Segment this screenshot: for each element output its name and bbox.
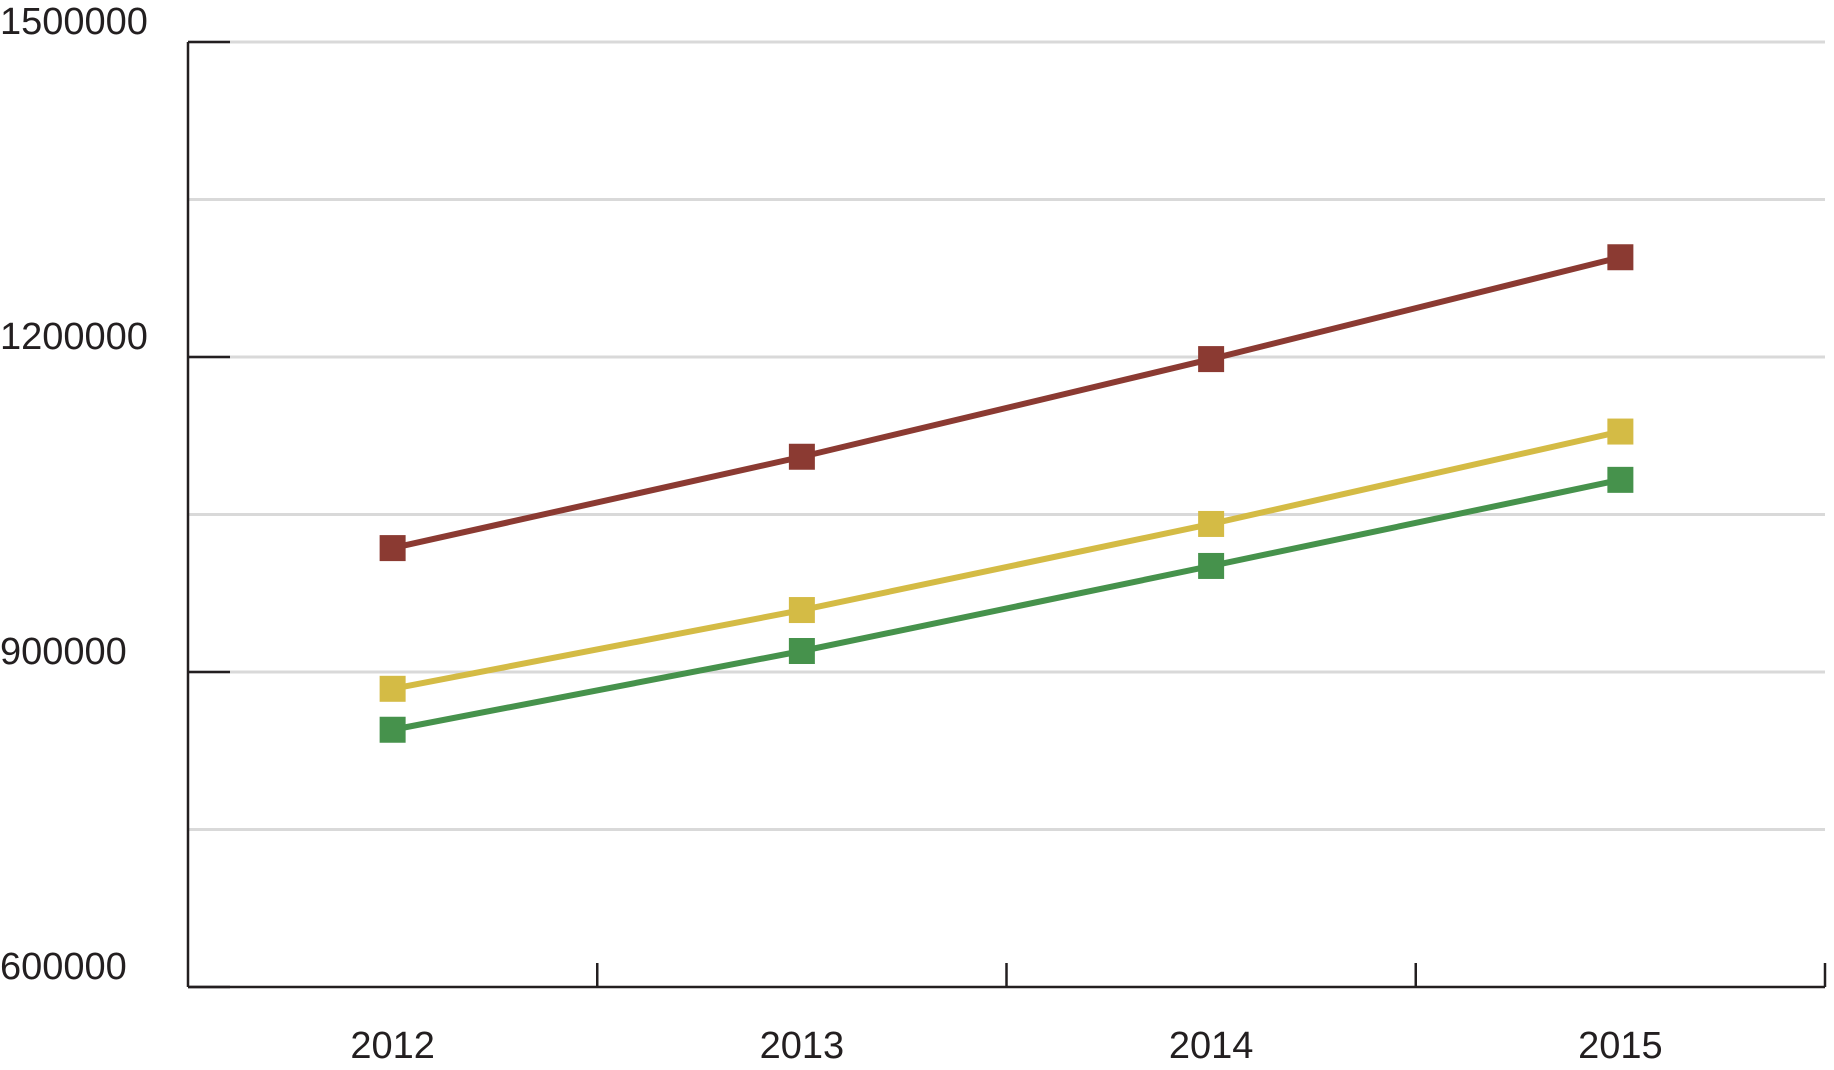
data-point	[379, 675, 406, 702]
data-point	[788, 638, 815, 664]
y-tick-label: 900000	[0, 631, 127, 673]
data-point	[379, 716, 406, 743]
series-line	[392, 428, 1622, 692]
y-tick-label: 1500000	[0, 1, 148, 43]
data-point	[1198, 510, 1225, 537]
data-point	[379, 535, 406, 562]
data-point	[1198, 346, 1225, 373]
series-line	[392, 476, 1621, 733]
data-point	[1198, 552, 1225, 579]
data-point	[788, 597, 815, 624]
x-tick-label: 2014	[1169, 1025, 1254, 1067]
x-tick-label: 2012	[350, 1025, 435, 1067]
series-line	[391, 254, 1622, 552]
y-tick-label: 600000	[0, 946, 127, 988]
data-point	[1607, 418, 1634, 445]
x-tick-label: 2015	[1578, 1025, 1663, 1067]
data-point	[1607, 244, 1634, 271]
x-tick-label: 2013	[760, 1025, 845, 1067]
data-point	[1607, 466, 1634, 493]
data-point	[788, 443, 815, 470]
y-tick-label: 1200000	[0, 316, 148, 358]
